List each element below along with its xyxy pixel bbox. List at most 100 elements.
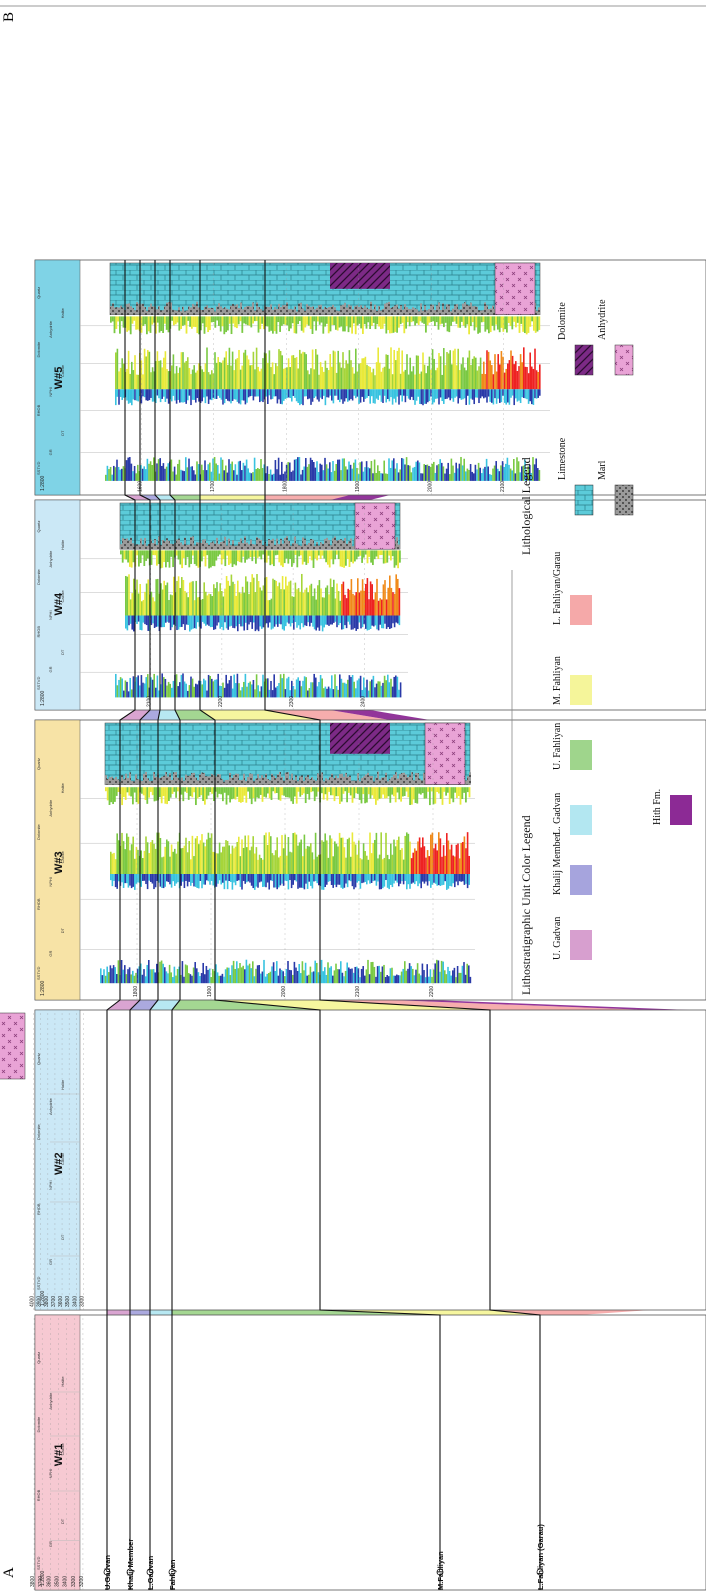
gr-sample <box>279 968 281 984</box>
dt-sample <box>142 615 145 623</box>
rhob-sample <box>375 832 378 874</box>
gr-sample <box>149 969 152 984</box>
rhob-sample <box>332 856 334 874</box>
dt-sample <box>126 389 128 401</box>
nphi-sample <box>491 316 494 326</box>
gr-sample <box>412 467 414 481</box>
gr-sample <box>251 684 253 698</box>
rhob-sample <box>438 832 440 874</box>
rhob-sample <box>227 364 229 390</box>
dt-sample <box>519 389 522 404</box>
gr-sample <box>266 973 268 984</box>
track-header: GR <box>48 666 53 672</box>
nphi-sample <box>428 316 431 323</box>
gr-sample <box>519 472 521 481</box>
lithology-marl <box>333 778 335 785</box>
rhob-sample <box>358 840 360 874</box>
dt-sample <box>377 615 380 631</box>
lithology-marl <box>284 304 286 315</box>
gr-sample <box>249 472 251 481</box>
dt-sample <box>502 389 504 396</box>
lithology-marl <box>482 310 484 315</box>
rhob-sample <box>230 574 233 616</box>
lithology-marl <box>492 305 494 315</box>
rhob-sample <box>377 347 379 390</box>
well-frame <box>34 1009 706 1311</box>
lithology-marl <box>324 306 326 315</box>
rhob-sample <box>177 576 180 616</box>
dt-sample <box>128 615 130 626</box>
nphi-sample <box>293 316 296 334</box>
dt-sample <box>260 389 263 402</box>
dt-sample <box>156 389 159 396</box>
nphi-sample <box>253 550 255 557</box>
nphi-sample <box>147 550 149 559</box>
dt-sample <box>351 389 354 401</box>
dt-sample <box>301 615 303 624</box>
nphi-sample <box>354 316 357 335</box>
dt-sample <box>491 389 493 403</box>
rhob-sample <box>295 834 298 874</box>
nphi-sample <box>275 316 278 334</box>
rhob-sample <box>385 354 387 390</box>
rhob-sample <box>287 358 290 390</box>
lithology-marl <box>396 537 398 550</box>
dt-sample <box>356 389 359 397</box>
dt-sample <box>350 874 352 882</box>
gr-sample <box>383 460 385 481</box>
rhob-sample <box>348 350 351 390</box>
dt-sample <box>342 615 345 630</box>
lithology-marl <box>472 306 474 315</box>
nphi-sample <box>153 787 156 802</box>
dt-sample <box>382 615 385 629</box>
nphi-sample <box>108 787 111 805</box>
rhob-sample <box>463 367 466 390</box>
dt-sample <box>155 615 157 627</box>
gr-sample <box>397 975 400 984</box>
gr-sample <box>215 964 217 984</box>
gr-sample <box>258 965 260 984</box>
rhob-sample <box>306 845 309 874</box>
nphi-sample <box>339 550 342 567</box>
gr-sample <box>221 459 224 481</box>
rhob-sample <box>254 853 256 874</box>
dt-sample <box>442 874 445 885</box>
dt-sample <box>230 389 232 404</box>
nphi-sample <box>421 787 424 794</box>
lithology-marl <box>255 778 257 785</box>
gr-sample <box>300 686 303 698</box>
nphi-sample <box>359 550 362 556</box>
correlation-line <box>106 260 136 1590</box>
gr-sample <box>242 965 244 984</box>
dt-sample <box>310 874 312 886</box>
dt-sample <box>505 389 507 405</box>
gr-sample <box>306 466 309 481</box>
lithology-marl <box>536 310 538 315</box>
nphi-sample <box>283 550 286 564</box>
gr-sample <box>353 462 355 481</box>
rhob-sample <box>190 859 192 874</box>
dt-sample <box>244 874 246 884</box>
lithology-marl <box>353 780 355 785</box>
dt-sample <box>407 389 410 399</box>
rhob-sample <box>140 360 143 390</box>
gr-sample <box>466 963 468 984</box>
lithology-marl <box>408 308 410 315</box>
gr-sample <box>158 690 160 698</box>
rhob-sample <box>249 850 251 874</box>
dt-sample <box>114 874 117 888</box>
lithology-marl <box>262 545 264 550</box>
gr-sample <box>159 961 161 984</box>
rhob-sample <box>156 832 158 874</box>
dt-sample <box>217 615 220 623</box>
nphi-sample <box>390 550 392 561</box>
gr-sample <box>341 458 344 481</box>
dt-sample <box>351 874 354 887</box>
dt-sample <box>261 615 263 629</box>
rhob-sample <box>371 584 373 616</box>
lithology-marl <box>211 774 213 785</box>
depth-tick-label: 3400 <box>63 1576 69 1587</box>
track-header: GR <box>48 1259 53 1265</box>
gr-sample <box>148 960 150 984</box>
lithology-marl <box>359 781 361 785</box>
